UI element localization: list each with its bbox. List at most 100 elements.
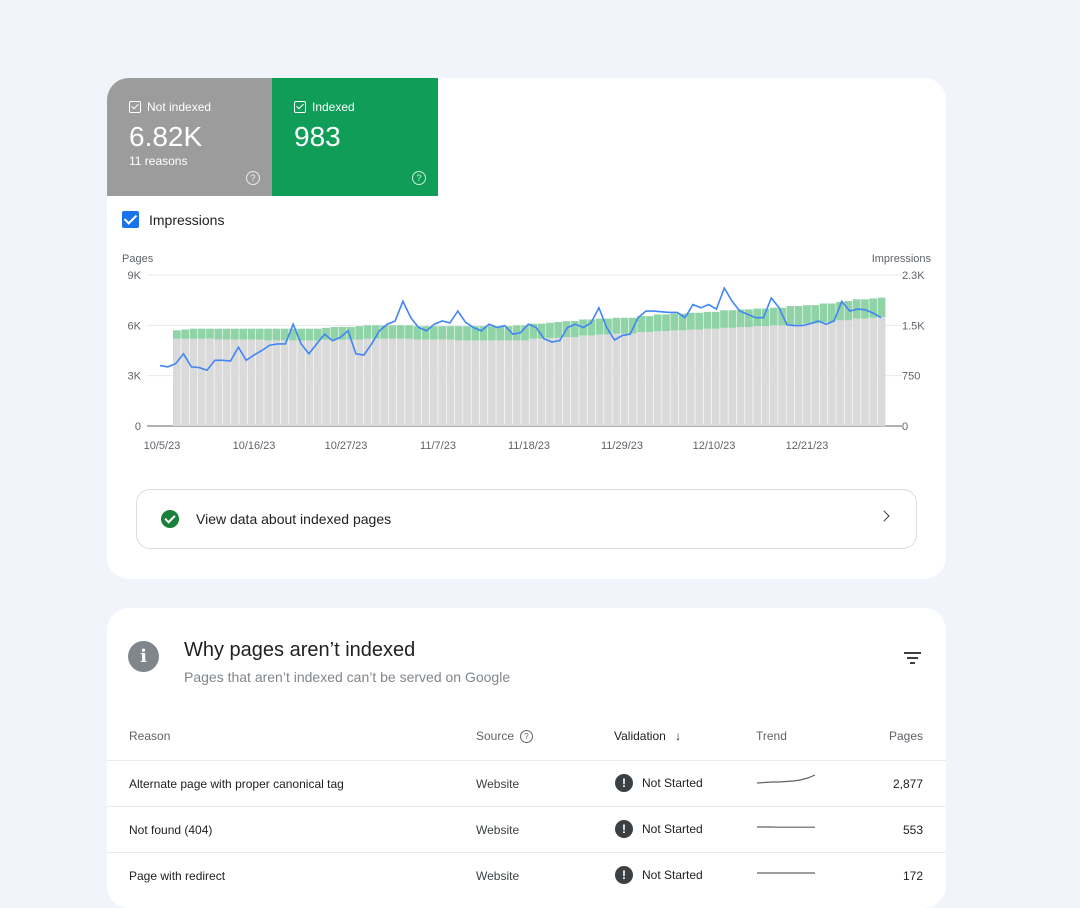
filter-icon[interactable] [904, 652, 921, 664]
bar-not-indexed [380, 339, 388, 426]
bar-not-indexed [422, 340, 430, 426]
bar-indexed [662, 314, 670, 331]
indexed-label-row: Indexed [294, 100, 438, 114]
header-source[interactable]: Source? [476, 729, 533, 743]
view-indexed-data-button[interactable]: View data about indexed pages [136, 489, 917, 549]
view-data-label: View data about indexed pages [196, 511, 391, 527]
bar-not-indexed [248, 340, 256, 426]
impressions-label: Impressions [149, 212, 224, 228]
bar-not-indexed [629, 334, 637, 426]
sparkline-line [757, 775, 815, 783]
indexed-value: 983 [294, 120, 438, 154]
bar-indexed [455, 326, 463, 340]
arrow-down-icon: ↓ [675, 729, 681, 743]
bar-indexed [214, 329, 222, 340]
bar-not-indexed [331, 340, 339, 426]
table-row[interactable]: Alternate page with proper canonical tag… [107, 760, 946, 806]
bar-indexed [654, 314, 662, 331]
check-circle-icon [161, 510, 179, 528]
bar-indexed [430, 326, 438, 339]
row-pages: 2,877 [893, 777, 923, 791]
bar-not-indexed [206, 339, 214, 426]
bar-indexed [720, 310, 728, 328]
validation-status: Not Started [642, 776, 703, 790]
header-pages[interactable]: Pages [889, 729, 923, 743]
help-icon[interactable]: ? [412, 171, 426, 185]
not-indexed-label: Not indexed [147, 100, 211, 114]
bar-indexed [712, 312, 720, 329]
bar-not-indexed [687, 330, 695, 426]
row-validation: !Not Started [615, 774, 703, 792]
row-pages: 553 [903, 823, 923, 837]
right-tick-label: 2.3K [902, 270, 925, 282]
bar-not-indexed [845, 320, 853, 426]
x-tick-label: 12/21/23 [786, 440, 829, 452]
bar-not-indexed [720, 328, 728, 426]
bar-indexed [306, 329, 314, 341]
table-row[interactable]: Page with redirect Website !Not Started 172 [107, 852, 946, 898]
bar-not-indexed [853, 319, 861, 426]
x-tick-label: 12/10/23 [693, 440, 736, 452]
bar-indexed [695, 313, 703, 330]
bar-not-indexed [405, 339, 413, 426]
bar-indexed [331, 327, 339, 340]
help-icon[interactable]: ? [520, 730, 533, 743]
bar-not-indexed [181, 339, 189, 426]
bar-not-indexed [355, 340, 363, 426]
help-icon[interactable]: ? [246, 171, 260, 185]
bar-not-indexed [612, 334, 620, 426]
validation-status: Not Started [642, 822, 703, 836]
bar-not-indexed [795, 324, 803, 426]
bar-indexed [604, 319, 612, 335]
bar-not-indexed [471, 340, 479, 426]
right-tick-label: 750 [902, 371, 920, 383]
bar-not-indexed [662, 331, 670, 426]
section-title: Why pages aren’t indexed [184, 639, 415, 662]
bar-not-indexed [712, 329, 720, 426]
not-indexed-tile[interactable]: Not indexed 6.82K 11 reasons ? [107, 78, 272, 196]
bar-not-indexed [820, 322, 828, 426]
bar-indexed [389, 325, 397, 338]
row-source: Website [476, 869, 519, 883]
bar-indexed [181, 330, 189, 339]
bar-not-indexed [521, 340, 529, 426]
checkbox-icon[interactable] [294, 101, 306, 113]
bar-not-indexed [596, 335, 604, 426]
bar-not-indexed [281, 340, 289, 426]
trend-sparkline [756, 863, 816, 885]
bar-not-indexed [190, 339, 198, 426]
coverage-card: Not indexed 6.82K 11 reasons ? Indexed 9… [107, 78, 946, 579]
bar-indexed [190, 329, 198, 339]
bar-not-indexed [538, 339, 546, 426]
bar-not-indexed [430, 340, 438, 426]
bar-not-indexed [438, 340, 446, 426]
bar-not-indexed [455, 340, 463, 426]
indexed-tile[interactable]: Indexed 983 ? [272, 78, 438, 196]
warning-icon: ! [615, 820, 633, 838]
header-reason[interactable]: Reason [129, 729, 170, 743]
checkbox-icon[interactable] [129, 101, 141, 113]
impressions-checkbox-icon[interactable] [122, 211, 139, 228]
row-reason: Alternate page with proper canonical tag [129, 777, 344, 791]
row-pages: 172 [903, 869, 923, 883]
bar-indexed [198, 329, 206, 339]
bar-not-indexed [695, 330, 703, 426]
right-axis-title: Impressions [872, 253, 932, 265]
row-reason: Page with redirect [129, 869, 225, 883]
bar-indexed [554, 322, 562, 338]
bar-indexed [612, 318, 620, 334]
left-tick-label: 6K [128, 320, 142, 332]
header-source-label: Source [476, 729, 514, 743]
header-validation[interactable]: Validation ↓ [614, 729, 681, 743]
bar-indexed [264, 329, 272, 341]
left-tick-label: 0 [135, 421, 141, 433]
bar-not-indexed [654, 331, 662, 426]
impressions-toggle[interactable]: Impressions [122, 211, 224, 228]
bar-not-indexed [579, 335, 587, 426]
bar-not-indexed [488, 340, 496, 426]
bar-indexed [272, 329, 280, 341]
row-validation: !Not Started [615, 866, 703, 884]
right-tick-label: 0 [902, 421, 908, 433]
bar-indexed [248, 329, 256, 340]
